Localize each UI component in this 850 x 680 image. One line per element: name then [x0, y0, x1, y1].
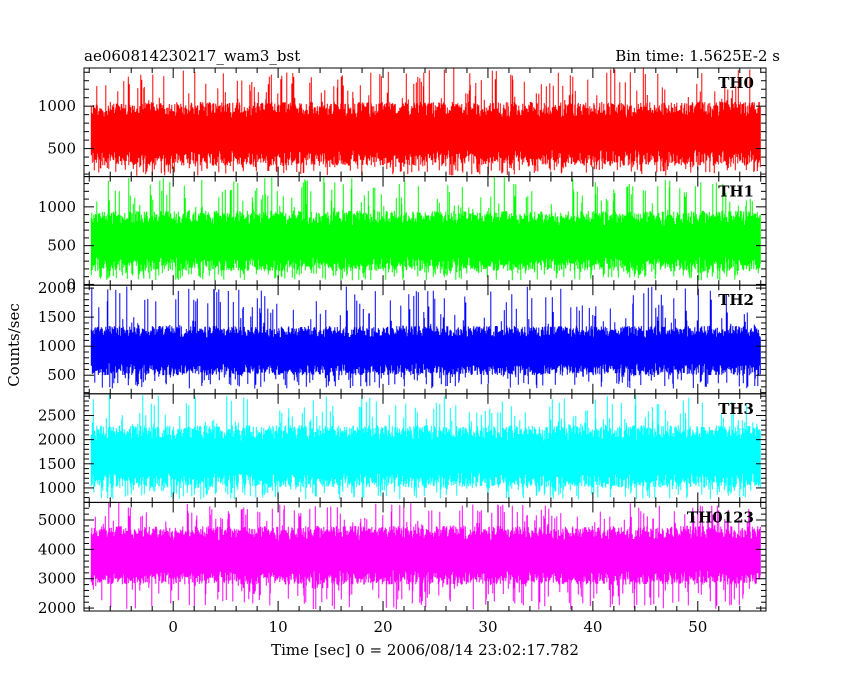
y-tick-label: 1000 — [38, 97, 76, 115]
panel-th0: 500 1000 TH0 — [38, 67, 767, 178]
y-tick-label: 0 — [66, 275, 76, 293]
y-tick-label: 500 — [47, 366, 76, 384]
y-tick-label: 1000 — [38, 337, 76, 355]
panel-th0123: 2000 3000 4000 5000 TH0123 — [38, 501, 767, 617]
y-tick-label: 1500 — [38, 455, 76, 473]
y-tick-label: 5000 — [38, 511, 76, 529]
panels-group: 5001000TH005001000TH1500100015002000TH21… — [38, 67, 767, 636]
y-tick-label: 3000 — [38, 570, 76, 588]
x-tick-label: 50 — [688, 618, 707, 636]
series-th0123 — [90, 502, 761, 610]
y-tick-label: 1000 — [38, 479, 76, 497]
x-axis-label: Time [sec] 0 = 2006/08/14 23:02:17.782 — [271, 641, 579, 659]
panel-label: TH2 — [718, 291, 754, 309]
y-tick-label: 2000 — [38, 599, 76, 617]
y-tick-label: 1000 — [38, 198, 76, 216]
panel-label: TH1 — [718, 183, 754, 201]
x-tick-label: 20 — [373, 618, 392, 636]
y-tick-label: 2000 — [38, 279, 76, 297]
series-th2 — [90, 286, 761, 389]
y-tick-label: 2000 — [38, 431, 76, 449]
y-tick-label: 2500 — [38, 407, 76, 425]
y-tick-label: 1500 — [38, 308, 76, 326]
panel-th1: 0 500 1000 TH1 — [38, 176, 767, 293]
x-tick-label: 10 — [269, 618, 288, 636]
y-tick-label: 500 — [47, 237, 76, 255]
bin-time-label: Bin time: 1.5625E-2 s — [615, 47, 780, 65]
panel-label: TH0 — [718, 74, 754, 92]
series-th1 — [90, 177, 761, 281]
panel-label: TH0123 — [687, 508, 754, 526]
series-th0 — [90, 68, 761, 176]
chart-title: ae060814230217_wam3_bst — [84, 47, 300, 65]
y-axis-label: Counts/sec — [5, 303, 23, 387]
series-th3 — [90, 394, 761, 500]
y-tick-label: 500 — [47, 140, 76, 158]
x-tick-label: 40 — [583, 618, 602, 636]
x-tick-label: 30 — [478, 618, 497, 636]
y-tick-label: 4000 — [38, 540, 76, 558]
panel-th2: 500 1000 1500 2000 TH2 — [38, 279, 767, 395]
panel-th3: 1000 1500 2000 2500 TH3 — [38, 393, 767, 503]
panel-label: TH3 — [718, 400, 754, 418]
x-tick-label: 0 — [168, 618, 178, 636]
